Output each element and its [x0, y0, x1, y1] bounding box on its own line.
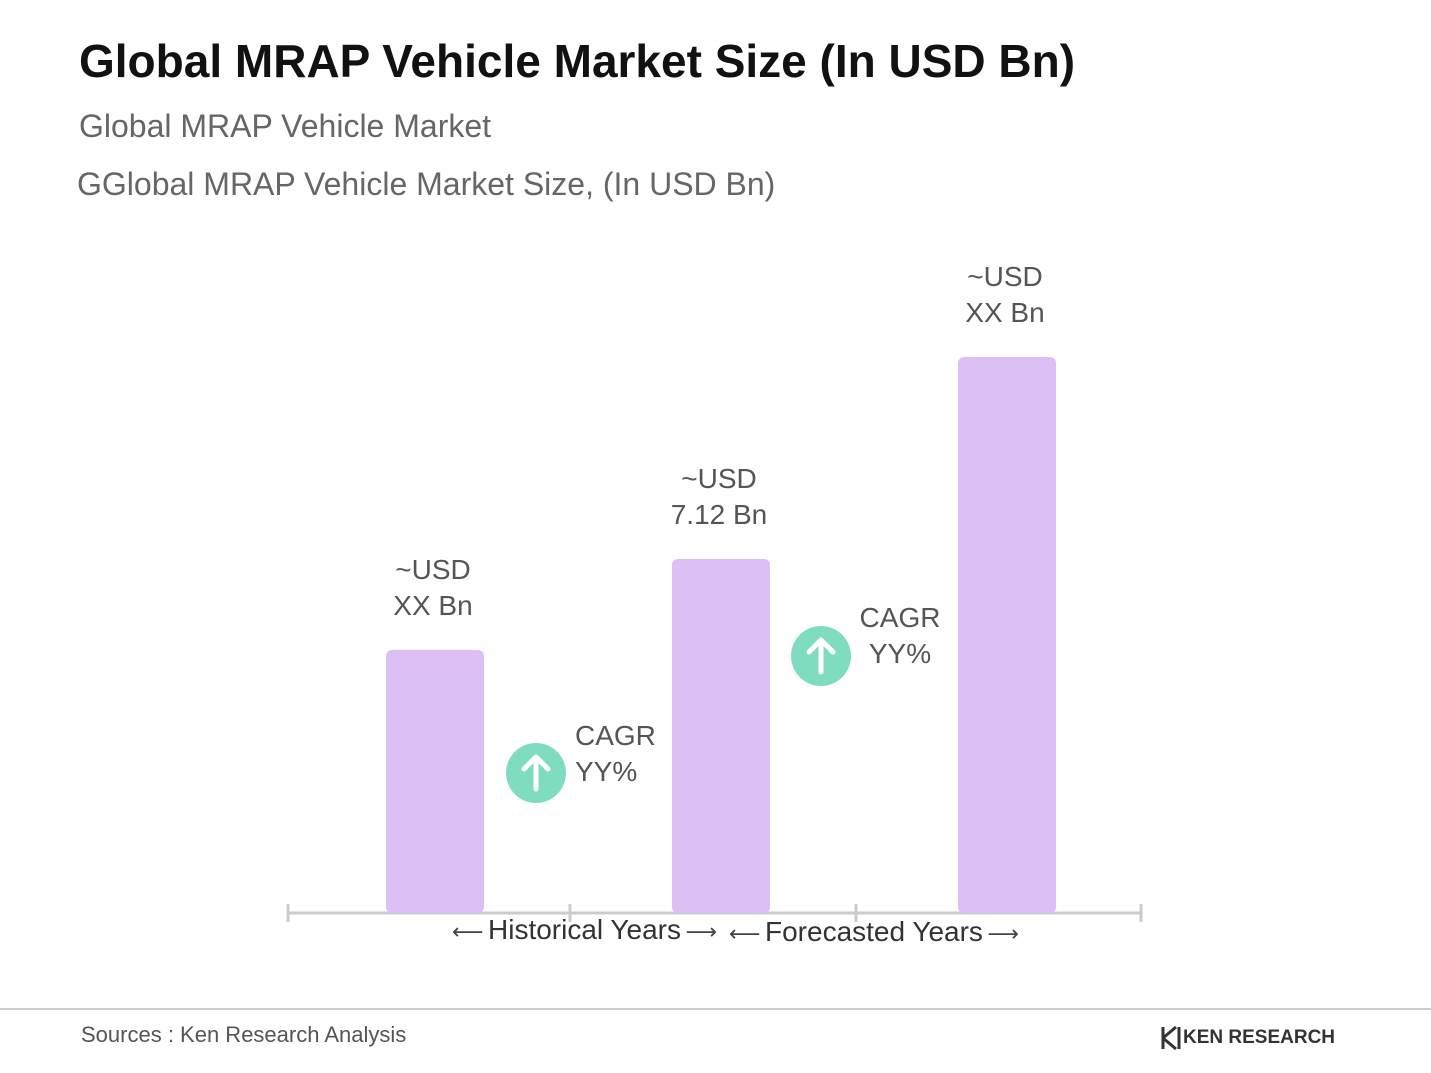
- chart-caption: GGlobal MRAP Vehicle Market Size, (In US…: [77, 166, 776, 202]
- value-label: ~USD 7.12 Bn: [670, 462, 768, 530]
- value-label: ~USD XX Bn: [965, 261, 1045, 328]
- bar: [672, 558, 770, 913]
- cagr-label: CAGR YY%: [859, 602, 941, 669]
- period-text: Forecasted Years: [765, 916, 983, 947]
- period-label: ⟵ Forecasted Years ⟶: [729, 916, 1019, 947]
- brand-name: KEN RESEARCH: [1183, 1027, 1336, 1048]
- chart-title: Global MRAP Vehicle Market Size (In USD …: [79, 35, 1076, 87]
- brand-logo: [1161, 1025, 1181, 1051]
- bar: [386, 649, 484, 913]
- value-label: ~USD XX Bn: [393, 553, 473, 621]
- cagr-icon: [506, 743, 566, 803]
- source-note: Sources : Ken Research Analysis: [81, 1022, 407, 1047]
- chart-subtitle: Global MRAP Vehicle Market: [79, 108, 492, 144]
- cagr-label: CAGR YY%: [575, 720, 656, 787]
- period-label: ⟵ Historical Years ⟶: [452, 914, 717, 945]
- cagr-icon: [791, 626, 851, 686]
- period-text: Historical Years: [488, 914, 681, 945]
- bar: [958, 357, 1056, 913]
